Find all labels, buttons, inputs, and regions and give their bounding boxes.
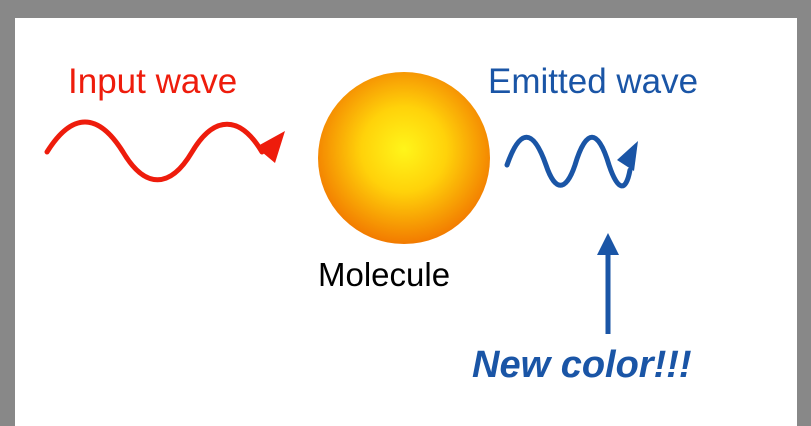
input-wave-label: Input wave — [68, 62, 238, 101]
emitted-wave-label: Emitted wave — [488, 62, 699, 101]
frame-top-border — [0, 0, 811, 18]
emitted-wave-icon — [504, 134, 638, 189]
molecule-label: Molecule — [318, 256, 451, 293]
input-wave-icon — [44, 119, 285, 183]
new-color-label: New color!!! — [472, 344, 692, 386]
molecule-sphere-icon — [318, 72, 490, 244]
frame-left-border — [0, 0, 15, 426]
frame-right-border — [797, 0, 811, 426]
pointer-arrow-icon — [597, 233, 619, 334]
